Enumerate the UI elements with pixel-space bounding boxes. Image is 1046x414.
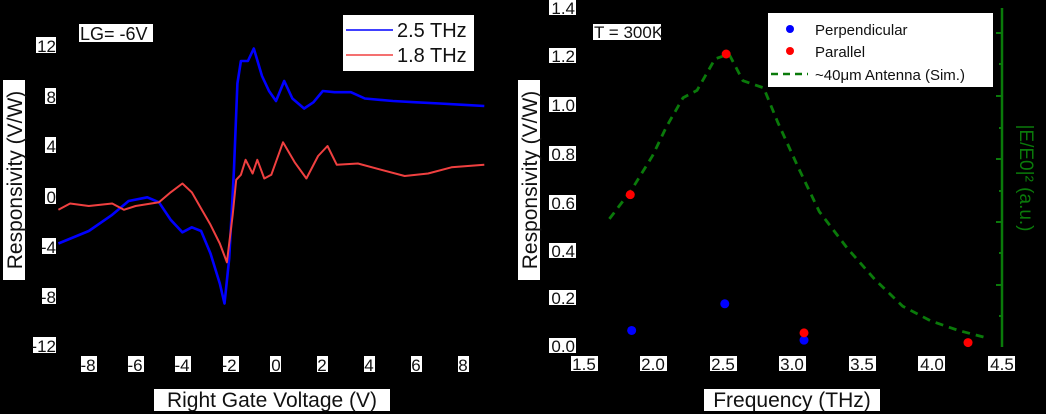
left-legend: 2.5 THz 1.8 THz xyxy=(343,15,474,71)
right-x-ticks: 1.5 2.0 2.5 3.0 3.5 4.0 4.5 xyxy=(571,355,1015,374)
right-y-axis-label: Responsivity (V/W) xyxy=(519,91,542,270)
x-label-bg xyxy=(154,389,390,411)
annotation-bg xyxy=(593,24,661,40)
x-tick: 3.5 xyxy=(850,355,874,374)
data-point xyxy=(627,325,637,335)
legend-marker-red xyxy=(786,47,794,55)
series-antenna-sim-line xyxy=(608,52,987,340)
y-label-bg xyxy=(518,80,540,280)
y-tick: 1.4 xyxy=(551,0,575,18)
data-point xyxy=(720,299,730,309)
right-annotation: T = 300K xyxy=(594,23,664,42)
data-point xyxy=(625,190,635,200)
x-tick: -4 xyxy=(174,356,189,375)
annotation-bg xyxy=(79,24,153,42)
x-tick: 0 xyxy=(271,356,280,375)
x-tick: 6 xyxy=(411,356,420,375)
y-tick: 12 xyxy=(37,37,56,56)
left-annotation: LG= -6V xyxy=(80,24,148,44)
right-legend: Perpendicular Parallel ~40μm Antenna (Si… xyxy=(768,13,993,87)
data-point xyxy=(721,49,731,59)
legend-label: Parallel xyxy=(815,44,865,61)
x-tick: 2.0 xyxy=(641,355,665,374)
right-y-ticks: 1.4 1.2 1.0 0.8 0.6 0.4 0.2 0.0 xyxy=(549,0,576,356)
legend-label: Perpendicular xyxy=(815,22,908,39)
x-tick: 1.5 xyxy=(572,355,596,374)
y-tick: -12 xyxy=(31,337,56,356)
y-tick: 0.4 xyxy=(551,242,575,261)
x-label-bg xyxy=(704,389,880,411)
x-tick: 2.5 xyxy=(711,355,735,374)
x-tick: 8 xyxy=(458,356,467,375)
y-tick: 0.2 xyxy=(551,289,575,308)
x-tick: 2 xyxy=(317,356,326,375)
legend-marker-blue xyxy=(786,25,794,33)
x-tick: 4.0 xyxy=(920,355,944,374)
x-tick: -2 xyxy=(221,356,236,375)
secondary-y-axis: |E/E0|² (a.u.) xyxy=(996,8,1036,347)
left-x-axis-label: Right Gate Voltage (V) xyxy=(167,389,377,412)
y-tick: 1.0 xyxy=(551,96,575,115)
x-tick: 4.5 xyxy=(990,355,1014,374)
y-tick: 0.8 xyxy=(551,145,575,164)
y-tick: 0.6 xyxy=(551,194,575,213)
x-tick: 4 xyxy=(364,356,373,375)
y-tick: 8 xyxy=(47,88,56,107)
series-2.5thz-line xyxy=(57,47,485,305)
series-parallel-points xyxy=(625,49,973,348)
left-y-axis-label: Responsivity (V/W) xyxy=(4,91,27,270)
left-x-ticks: -8 -6 -4 -2 0 2 4 6 8 xyxy=(80,356,469,375)
y-tick: 1.2 xyxy=(551,47,575,66)
right-chart: T = 300K 1.4 1.2 1.0 0.8 0.6 0.4 0.2 0.0… xyxy=(518,0,1036,412)
right-x-axis-label: Frequency (THz) xyxy=(713,389,871,412)
legend-label: 2.5 THz xyxy=(397,20,467,42)
left-y-ticks: 12 8 4 0 -4 -8 -12 xyxy=(31,37,56,356)
x-tick: -8 xyxy=(80,356,95,375)
secondary-y-axis-label: |E/E0|² (a.u.) xyxy=(1015,124,1036,231)
series-perpendicular-points xyxy=(627,299,809,345)
y-tick: 0 xyxy=(47,188,56,207)
y-tick: -4 xyxy=(41,238,56,257)
y-tick: 4 xyxy=(47,137,56,156)
y-tick: 0.0 xyxy=(551,337,575,356)
series-1.8thz-line xyxy=(57,141,485,264)
x-tick: -6 xyxy=(127,356,142,375)
legend-label: 1.8 THz xyxy=(397,45,467,67)
legend-box xyxy=(768,13,993,87)
left-chart: LG= -6V 12 8 4 0 -4 -8 -12 -8 -6 -4 -2 0… xyxy=(3,15,485,412)
x-tick: 3.0 xyxy=(780,355,804,374)
secondary-axis-ticks xyxy=(996,32,1002,317)
legend-label: ~40μm Antenna (Sim.) xyxy=(815,67,965,84)
y-label-bg xyxy=(3,80,25,280)
legend-box xyxy=(343,15,474,71)
data-point xyxy=(963,338,973,348)
data-point xyxy=(799,328,809,338)
data-point xyxy=(799,335,809,345)
y-tick: -8 xyxy=(41,288,56,307)
